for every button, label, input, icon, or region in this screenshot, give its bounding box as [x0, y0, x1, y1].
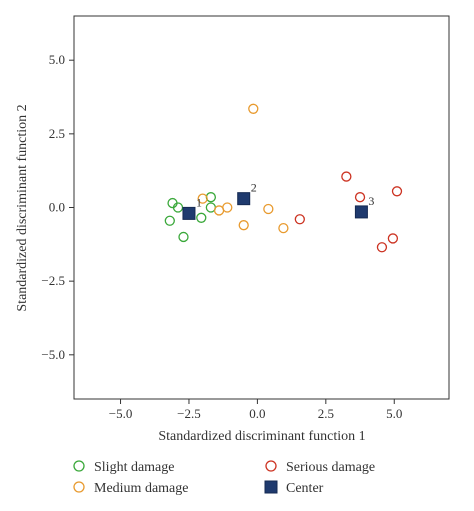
- x-tick-label: 0.0: [249, 406, 265, 421]
- legend: Slight damage Serious damage Medium damage…: [73, 460, 375, 496]
- x-tick-label: −5.0: [109, 406, 133, 421]
- legend-marker-medium-damage: [73, 481, 85, 493]
- slight-damage-point: [164, 215, 175, 226]
- slight-damage-point: [196, 212, 207, 223]
- y-tick-label: 0.0: [49, 200, 65, 215]
- medium-damage-point: [197, 193, 208, 204]
- center-point: [182, 206, 196, 220]
- center-label: 3: [368, 194, 374, 208]
- legend-marker-slight-damage: [73, 460, 85, 472]
- center-label: 1: [196, 195, 202, 209]
- medium-damage-point: [248, 103, 259, 114]
- x-axis-title: Standardized discriminant function 1: [158, 429, 365, 444]
- medium-damage-point: [238, 220, 249, 231]
- legend-marker-serious-damage: [265, 460, 277, 472]
- y-tick-label: −2.5: [41, 273, 65, 288]
- serious-damage-point: [341, 171, 352, 182]
- center-label: 2: [251, 181, 257, 195]
- x-tick-label: −2.5: [177, 406, 201, 421]
- medium-damage-point: [278, 222, 289, 234]
- data-points: 1 2 3: [164, 103, 403, 253]
- legend-marker-center: [264, 480, 278, 494]
- legend-label-center: Center: [286, 481, 324, 496]
- plot-frame: [73, 15, 450, 400]
- legend-label-medium-damage: Medium damage: [94, 481, 188, 496]
- slight-damage-point: [178, 231, 189, 243]
- medium-damage-point: [222, 202, 233, 213]
- center-point: [237, 192, 251, 206]
- legend-label-serious-damage: Serious damage: [286, 460, 375, 475]
- x-tick-label: 5.0: [386, 406, 402, 421]
- serious-damage-point: [391, 186, 403, 197]
- legend-label-slight-damage: Slight damage: [94, 460, 175, 475]
- serious-damage-point: [354, 192, 366, 203]
- axis-ticks: −5.0 −2.5 0.0 2.5 5.0 5.0 2.5 0.0 −2.5 −5.0: [41, 52, 402, 421]
- y-tick-label: −5.0: [41, 347, 65, 362]
- serious-damage-point: [294, 214, 305, 225]
- y-tick-label: 2.5: [49, 126, 65, 141]
- x-tick-label: 2.5: [318, 406, 334, 421]
- serious-damage-point: [387, 233, 399, 244]
- serious-damage-point: [376, 242, 388, 253]
- medium-damage-point: [263, 203, 274, 215]
- y-tick-label: 5.0: [49, 52, 65, 67]
- center-point: [354, 205, 368, 219]
- slight-damage-point: [205, 192, 217, 203]
- y-axis-title: Standardized discriminant function 2: [15, 104, 30, 311]
